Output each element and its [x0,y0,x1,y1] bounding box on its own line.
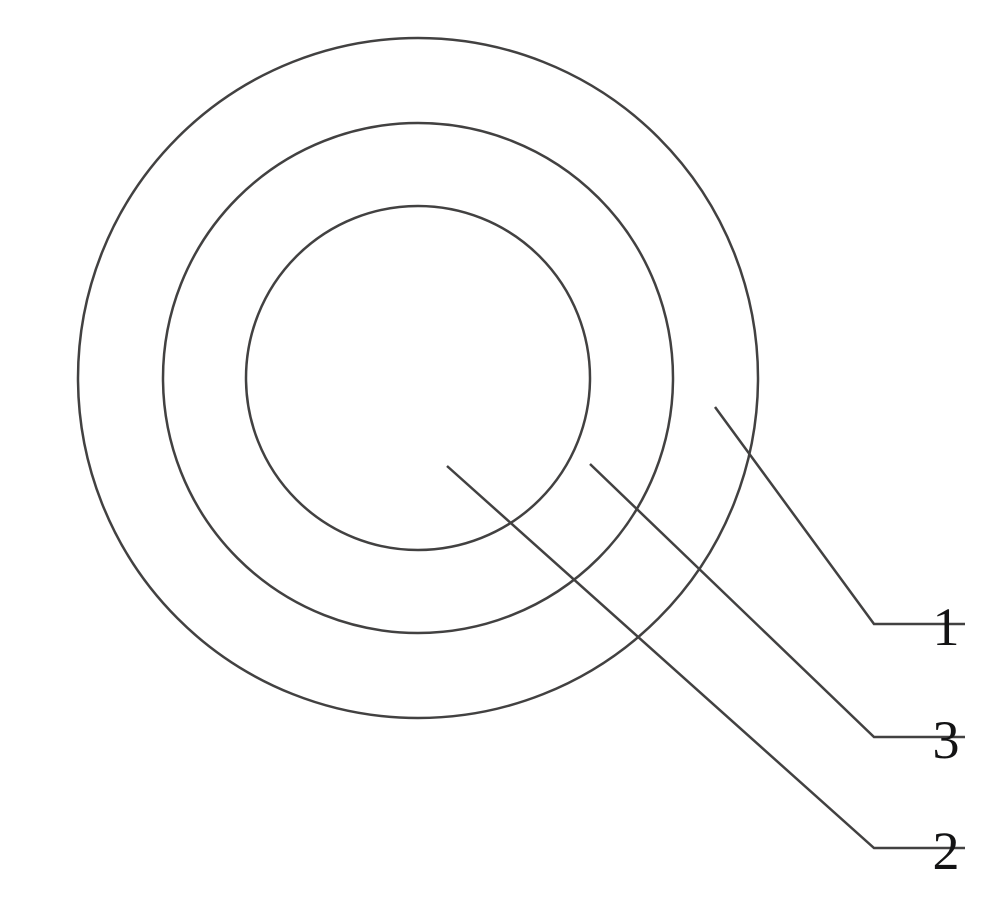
circle-outer [78,38,758,718]
circle-inner [246,206,590,550]
circle-middle [163,123,673,633]
diagram-svg: 1 3 2 [0,0,1000,904]
labels-group: 1 3 2 [933,597,960,881]
leader-line-2 [447,466,965,848]
leader-label-2: 2 [933,821,960,881]
leader-label-3: 3 [933,710,960,770]
circles-group [78,38,758,718]
leader-line-3 [590,464,965,737]
leaders-group [447,407,965,848]
diagram-container: 1 3 2 [0,0,1000,904]
leader-label-1: 1 [933,597,960,657]
